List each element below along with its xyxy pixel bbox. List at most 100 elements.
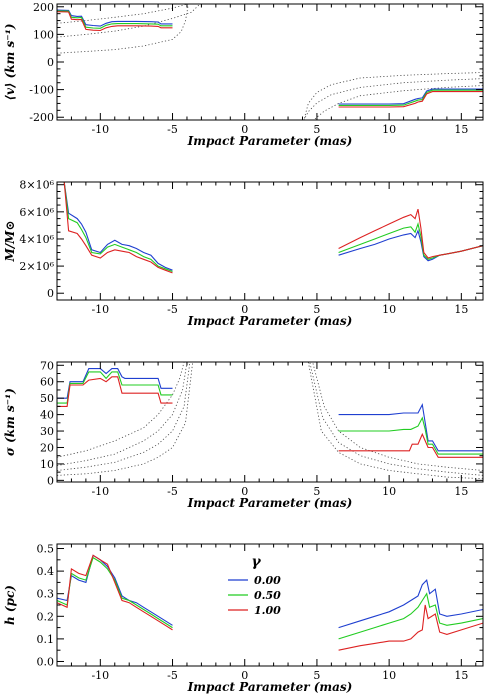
y-tick-label: -100 bbox=[29, 84, 54, 97]
y-tick-label: 60 bbox=[40, 376, 54, 389]
series-1-segment-1 bbox=[338, 592, 483, 640]
series-0-segment-1 bbox=[338, 88, 483, 105]
x-tick-label: -10 bbox=[91, 669, 109, 682]
x-tick-label: -5 bbox=[167, 303, 178, 316]
x-tick-label: 15 bbox=[454, 303, 468, 316]
y-tick-label: 2×10⁶ bbox=[19, 260, 54, 273]
guide-curve-0 bbox=[57, 4, 189, 54]
y-tick-label: 8×10⁶ bbox=[19, 179, 54, 192]
y-tick-label: 100 bbox=[33, 28, 54, 41]
series-2-segment-1 bbox=[338, 91, 483, 108]
guide-curve-5 bbox=[313, 85, 483, 120]
y-axis-label: M/M⊙ bbox=[3, 220, 17, 262]
x-tick-label: 0 bbox=[241, 669, 248, 682]
y-tick-label: 30 bbox=[40, 425, 54, 438]
y-tick-label: 50 bbox=[40, 392, 54, 405]
series-0-segment-1 bbox=[338, 578, 483, 629]
series-2-segment-1 bbox=[338, 208, 483, 259]
y-tick-label: 0 bbox=[47, 56, 54, 69]
series-2-segment-0 bbox=[57, 11, 173, 32]
y-tick-label: 0 bbox=[47, 474, 54, 487]
y-tick-label: 4×10⁶ bbox=[19, 233, 54, 246]
guide-curve-5 bbox=[309, 362, 483, 476]
x-tick-label: 10 bbox=[382, 669, 396, 682]
x-tick-label: -10 bbox=[91, 123, 109, 136]
y-tick-label: 6×10⁶ bbox=[19, 206, 54, 219]
y-tick-label: 0.4 bbox=[37, 565, 55, 578]
series-0-segment-0 bbox=[57, 554, 173, 626]
series-1-segment-0 bbox=[57, 10, 173, 29]
panel-velocity-dispersion: -10 -5 0 5 10 15 0 10 20 30 40 50 60 70 Impact Paramet… bbox=[3, 359, 484, 510]
guide-curve-3 bbox=[303, 72, 483, 120]
guide-curve-1 bbox=[57, 4, 201, 38]
series-2-segment-0 bbox=[57, 376, 173, 407]
y-tick-label: 0.5 bbox=[37, 543, 55, 556]
series-2-segment-0 bbox=[63, 182, 173, 274]
series-1-segment-0 bbox=[57, 371, 173, 404]
guide-curve-2 bbox=[57, 362, 191, 471]
series-2-segment-1 bbox=[338, 604, 483, 651]
x-axis-label: Impact Parameter (mas) bbox=[187, 314, 353, 328]
y-tick-label: 0.0 bbox=[37, 655, 55, 668]
series-1-segment-1 bbox=[338, 416, 483, 455]
guide-curve-3 bbox=[57, 362, 194, 476]
plot-frame bbox=[56, 181, 484, 301]
x-tick-label: 0 bbox=[241, 123, 248, 136]
series-1-segment-0 bbox=[63, 182, 173, 273]
series-2-segment-1 bbox=[338, 432, 483, 458]
x-axis-label: Impact Parameter (mas) bbox=[187, 680, 353, 694]
x-tick-label: -5 bbox=[167, 485, 178, 498]
y-axis-label: h (pc) bbox=[3, 585, 17, 625]
y-tick-label: 0.1 bbox=[37, 633, 55, 646]
panel-scale-height: -10 -5 0 5 10 15 0.0 0.1 0.2 0.3 0.4 0.5 Impact Para… bbox=[3, 543, 484, 694]
y-tick-label: 10 bbox=[40, 458, 54, 471]
series-0-segment-0 bbox=[63, 182, 173, 271]
series-1-segment-0 bbox=[57, 556, 173, 629]
x-tick-label: -5 bbox=[167, 123, 178, 136]
guide-curve-1 bbox=[57, 362, 188, 466]
legend-label-0: 0.00 bbox=[254, 574, 281, 587]
x-tick-label: 0 bbox=[241, 303, 248, 316]
x-tick-label: 5 bbox=[313, 303, 320, 316]
legend-label-1: 0.50 bbox=[254, 589, 281, 602]
y-axis-label: ⟨v⟩ (km s⁻¹) bbox=[3, 23, 17, 100]
series-0-segment-0 bbox=[57, 368, 173, 399]
x-tick-label: 0 bbox=[241, 485, 248, 498]
guide-curve-2 bbox=[57, 4, 190, 24]
y-tick-label: 40 bbox=[40, 409, 54, 422]
series-1-segment-1 bbox=[338, 222, 483, 260]
guide-curve-6 bbox=[307, 362, 483, 480]
x-tick-label: 10 bbox=[382, 123, 396, 136]
panel-mean-velocity: -10 -5 0 5 10 15 -200 -100 0 100 200 Impact Paramet… bbox=[3, 1, 484, 148]
y-tick-label: 0 bbox=[47, 287, 54, 300]
x-tick-label: 10 bbox=[382, 303, 396, 316]
series-1-segment-1 bbox=[338, 89, 483, 106]
x-tick-label: 5 bbox=[313, 485, 320, 498]
x-axis-label: Impact Parameter (mas) bbox=[187, 134, 353, 148]
x-tick-label: 15 bbox=[454, 485, 468, 498]
x-tick-label: 15 bbox=[454, 669, 468, 682]
series-0-segment-0 bbox=[57, 9, 173, 27]
guide-curve-0 bbox=[57, 362, 185, 458]
y-tick-label: 20 bbox=[40, 441, 54, 454]
y-tick-label: -200 bbox=[29, 111, 54, 124]
x-axis-label: Impact Parameter (mas) bbox=[187, 496, 353, 510]
x-tick-label: 5 bbox=[313, 669, 320, 682]
y-tick-label: 70 bbox=[40, 359, 54, 372]
x-tick-label: 10 bbox=[382, 485, 396, 498]
x-tick-label: 15 bbox=[454, 123, 468, 136]
guide-curve-4 bbox=[312, 362, 483, 471]
x-tick-label: -10 bbox=[91, 303, 109, 316]
series-0-segment-1 bbox=[338, 229, 483, 262]
series-0-segment-1 bbox=[338, 402, 483, 452]
x-tick-label: -5 bbox=[167, 669, 178, 682]
legend-label-2: 1.00 bbox=[254, 604, 281, 617]
series-2-segment-0 bbox=[57, 554, 173, 631]
legend-title: γ bbox=[251, 554, 261, 570]
y-tick-label: 200 bbox=[33, 1, 54, 14]
y-tick-label: 0.3 bbox=[37, 588, 55, 601]
plot-frame bbox=[56, 361, 484, 483]
y-tick-label: 0.2 bbox=[37, 610, 55, 623]
panel-mass: -10 -5 0 5 10 15 0 2×10⁶ 4×10⁶ 6×10⁶ 8×10⁶ Impact P… bbox=[3, 179, 484, 328]
